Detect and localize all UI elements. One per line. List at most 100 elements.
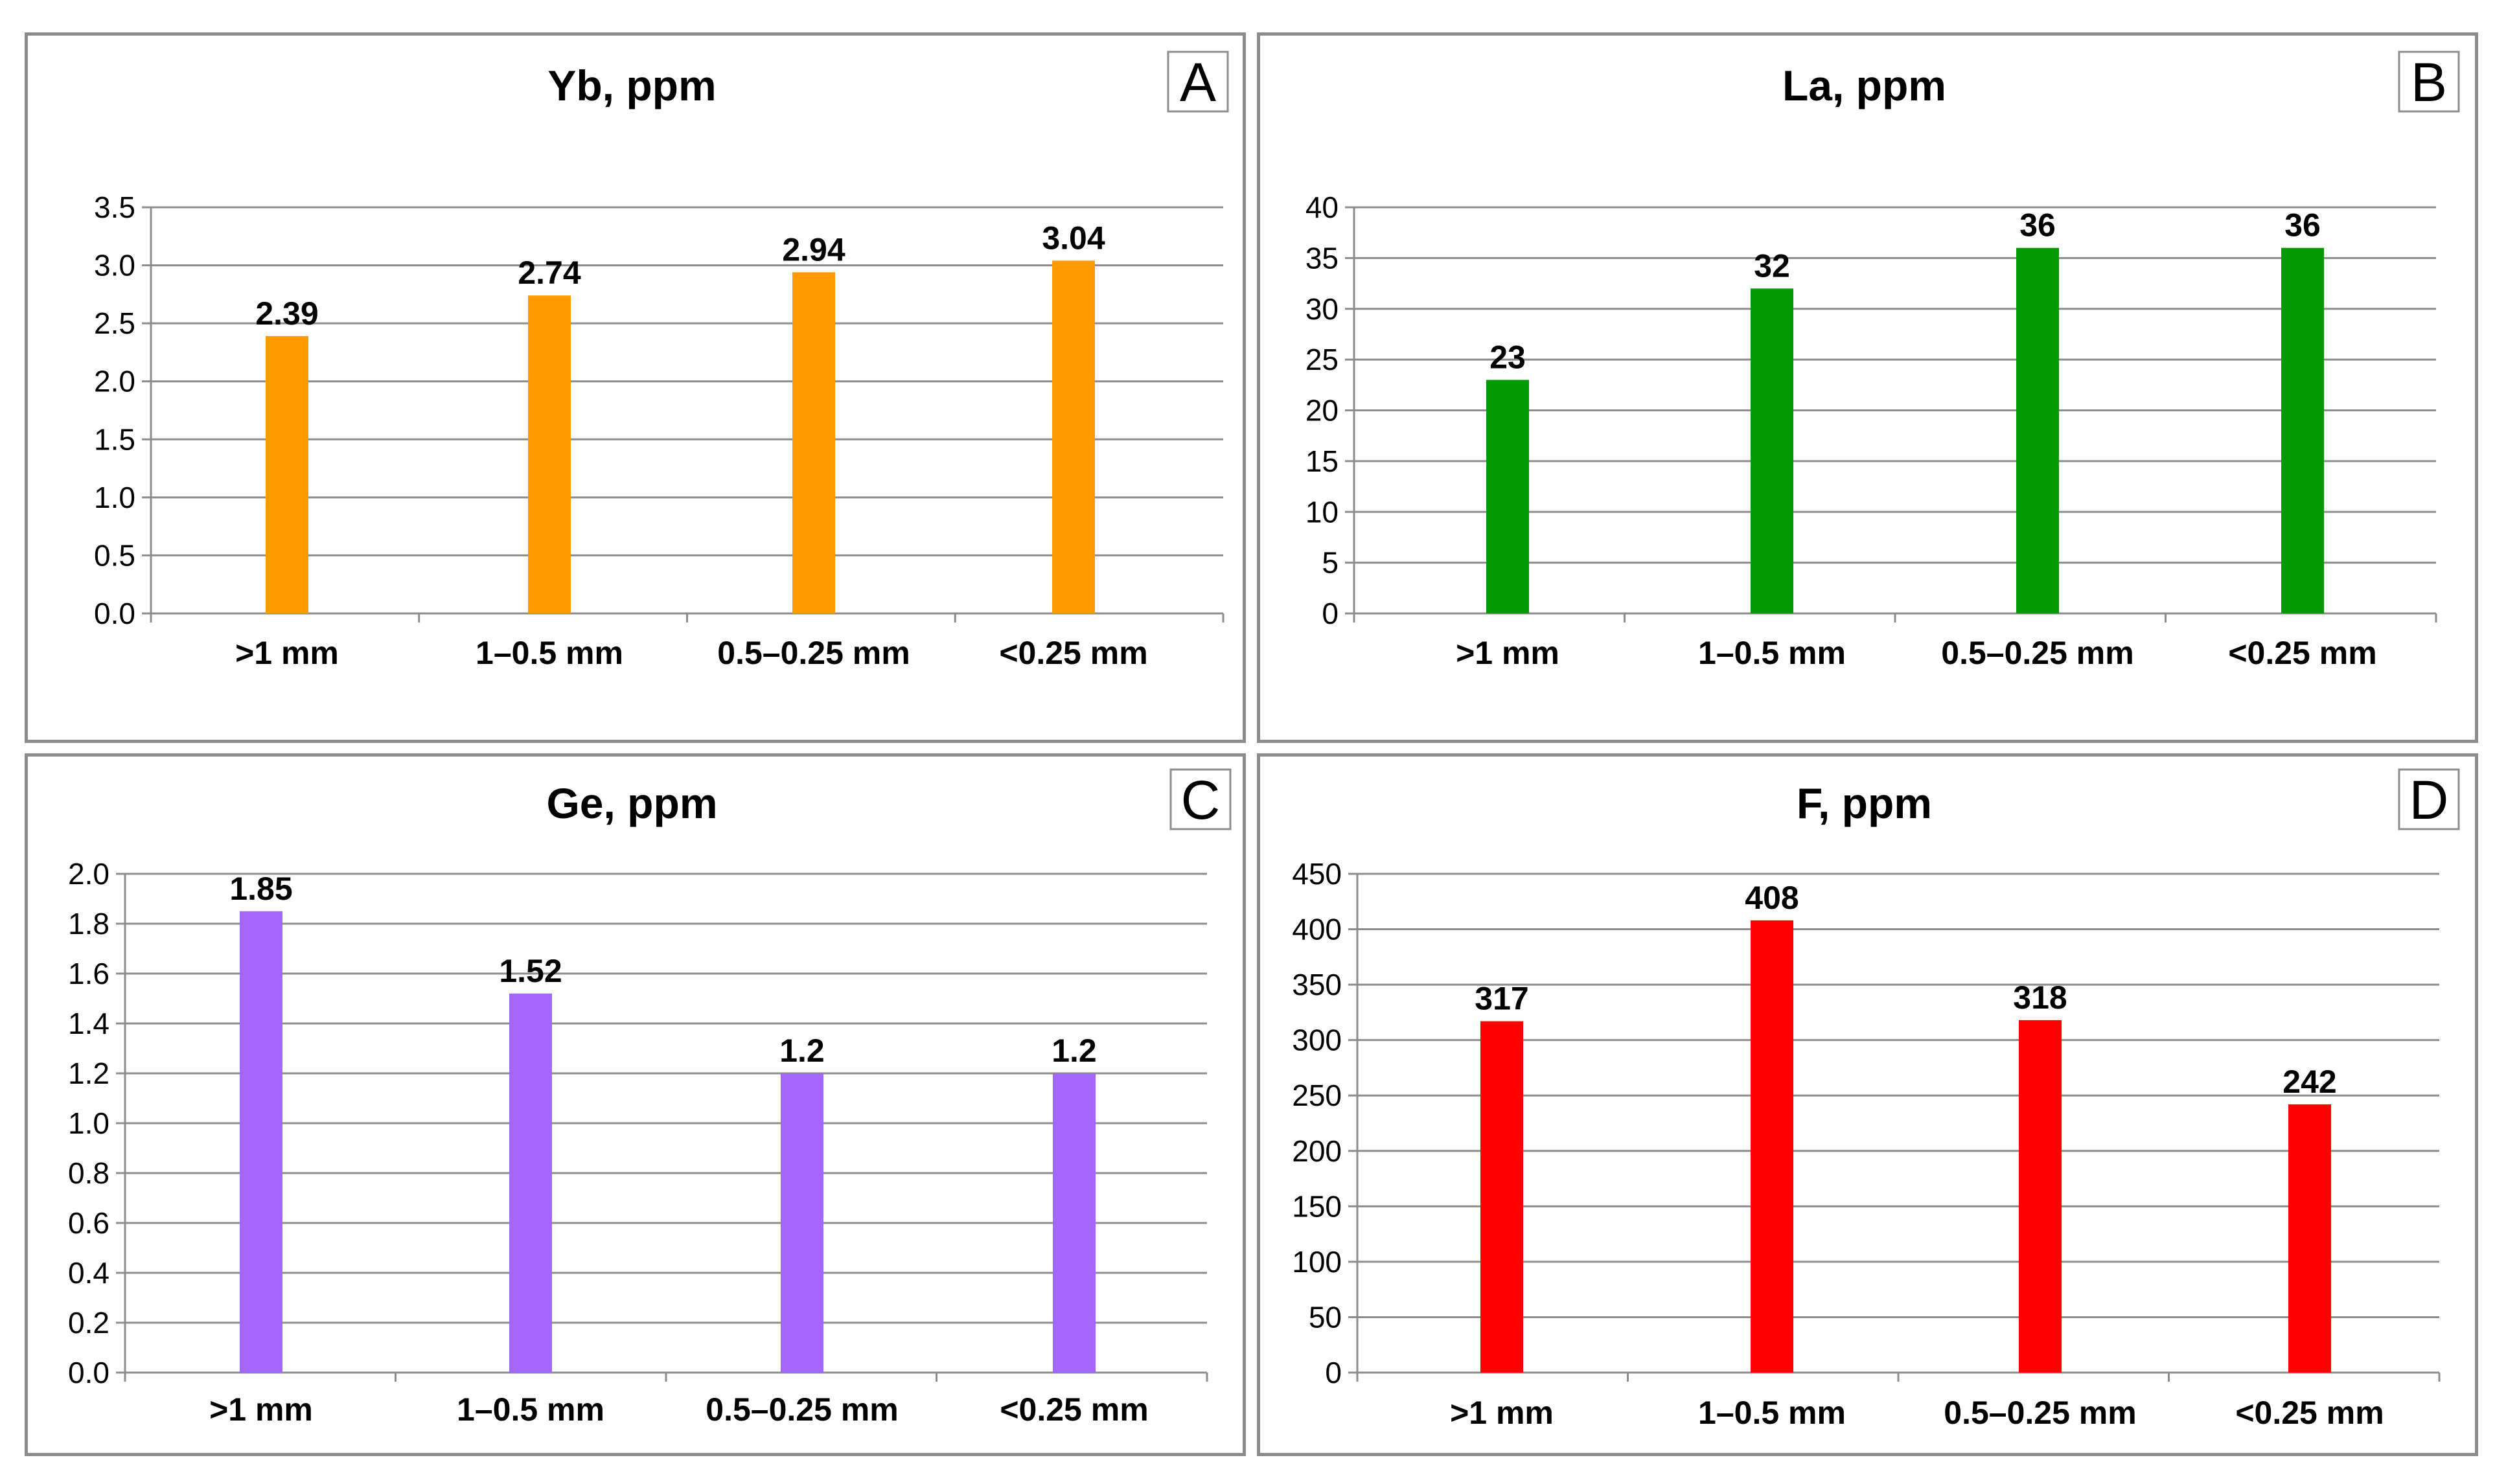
- y-tick-label: 150: [1292, 1189, 1342, 1223]
- x-tick-label: >1 mm: [209, 1391, 313, 1428]
- y-tick-label: 0.4: [68, 1256, 109, 1290]
- y-tick-label: 1.8: [68, 907, 109, 941]
- y-tick-label: 100: [1292, 1245, 1342, 1279]
- bar: [528, 295, 571, 613]
- x-tick-label: >1 mm: [1456, 635, 1559, 671]
- y-tick-label: 300: [1292, 1023, 1342, 1057]
- x-tick-label: <0.25 mm: [999, 635, 1147, 671]
- data-label: 2.94: [782, 231, 845, 268]
- y-tick-label: 2.0: [94, 365, 135, 398]
- chart-panel-c: Ge, ppm C 0.0 0.2 0.4 0.6 0.8 1.0 1.2 1.4 1.6 1.8 2.…: [25, 753, 1246, 1456]
- y-tick-label: 20: [1305, 394, 1339, 428]
- panel-letter-c: C: [1181, 770, 1221, 830]
- y-tick-label: 2.5: [94, 306, 135, 340]
- y-tick-label: 0.2: [68, 1306, 109, 1340]
- y-tick-label: 5: [1322, 546, 1339, 580]
- y-tick-label: 30: [1305, 292, 1339, 326]
- panel-letter-box-b: [2398, 51, 2460, 113]
- y-tick-label: 450: [1292, 857, 1342, 891]
- bar: [2019, 1020, 2062, 1373]
- panel-letter-b: B: [2411, 52, 2447, 113]
- data-label: 3.04: [1042, 220, 1105, 256]
- bar: [2016, 247, 2059, 613]
- chart-svg-d: F, ppm D 0 50 100 150 200 250 300 350 400 450 317 >1 …: [1292, 768, 2460, 1431]
- y-tick-label: 3.5: [94, 190, 135, 224]
- bar: [1480, 1021, 1523, 1373]
- bar: [1053, 1073, 1096, 1373]
- y-tick-label: 25: [1305, 343, 1339, 376]
- bar: [1751, 288, 1793, 613]
- panel-letter-box-a: [1167, 51, 1229, 113]
- x-tick-label: 0.5–0.25 mm: [706, 1391, 898, 1428]
- chart-svg-c: Ge, ppm C 0.0 0.2 0.4 0.6 0.8 1.0 1.2 1.4 1.6 1.8 2.…: [68, 768, 1232, 1428]
- chart-title-b: La, ppm: [1782, 62, 1946, 109]
- bar: [1052, 260, 1095, 613]
- bar: [2288, 1104, 2331, 1373]
- data-label: 408: [1745, 880, 1799, 916]
- data-label: 1.2: [1052, 1033, 1097, 1069]
- bar: [1486, 380, 1529, 613]
- y-tick-label: 10: [1305, 495, 1339, 529]
- y-tick-label: 0: [1322, 597, 1339, 630]
- bar: [2281, 247, 2324, 613]
- y-tick-label: 0.6: [68, 1206, 109, 1240]
- y-tick-label: 1.0: [68, 1106, 109, 1140]
- x-tick-label: >1 mm: [235, 635, 339, 671]
- chart-panel-a: Yb, ppm A 0.0 0.5 1.0 1.5 2.0 2.5 3.0 3.5 2.39 >1 m…: [25, 32, 1246, 743]
- bar: [509, 993, 552, 1373]
- y-tick-label: 35: [1305, 241, 1339, 275]
- y-tick-label: 0.8: [68, 1156, 109, 1190]
- y-tick-label: 15: [1305, 444, 1339, 478]
- bar: [266, 336, 308, 613]
- x-tick-label: <0.25 mm: [2228, 635, 2376, 671]
- y-tick-label: 1.2: [68, 1056, 109, 1090]
- bar: [240, 911, 282, 1373]
- y-tick-label: 1.0: [94, 481, 135, 514]
- data-label: 242: [2282, 1064, 2336, 1100]
- chart-title-d: F, ppm: [1797, 779, 1932, 827]
- y-tick-label: 400: [1292, 913, 1342, 946]
- bar: [1751, 920, 1793, 1373]
- x-tick-label: 1–0.5 mm: [1698, 1395, 1846, 1431]
- y-tick-label: 250: [1292, 1079, 1342, 1112]
- y-tick-label: 1.5: [94, 422, 135, 456]
- chart-panel-b: La, ppm B 0 5 10 15 20 25 30 35 40 23 >1 mm 32 1–0.5 m…: [1257, 32, 2478, 743]
- x-tick-label: <0.25 mm: [2235, 1395, 2384, 1431]
- y-tick-label: 200: [1292, 1134, 1342, 1168]
- data-label: 32: [1754, 247, 1790, 284]
- y-tick-label: 0.5: [94, 538, 135, 572]
- y-tick-label: 0.0: [94, 597, 135, 630]
- data-label: 23: [1489, 339, 1526, 375]
- data-label: 2.39: [255, 295, 318, 332]
- panel-letter-a: A: [1180, 52, 1216, 113]
- data-label: 317: [1475, 981, 1528, 1017]
- x-tick-label: >1 mm: [1450, 1395, 1554, 1431]
- chart-title-c: Ge, ppm: [546, 779, 717, 827]
- panel-letter-d: D: [2409, 770, 2449, 830]
- y-tick-label: 0: [1325, 1356, 1342, 1389]
- y-tick-label: 1.4: [68, 1007, 109, 1040]
- y-tick-label: 50: [1309, 1300, 1342, 1334]
- data-label: 2.74: [518, 255, 581, 291]
- panel-letter-box-d: [2398, 768, 2460, 830]
- data-label: 318: [2013, 979, 2067, 1016]
- data-label: 1.85: [229, 871, 292, 907]
- chart-svg-a: Yb, ppm A 0.0 0.5 1.0 1.5 2.0 2.5 3.0 3.5 2.39 >1 m…: [94, 51, 1229, 671]
- y-tick-label: 1.6: [68, 957, 109, 990]
- data-label: 1.2: [779, 1033, 825, 1069]
- x-tick-label: 0.5–0.25 mm: [1941, 635, 2133, 671]
- y-tick-label: 40: [1305, 190, 1339, 224]
- chart-title-a: Yb, ppm: [547, 62, 716, 109]
- x-tick-label: 1–0.5 mm: [476, 635, 623, 671]
- x-tick-label: 1–0.5 mm: [1698, 635, 1846, 671]
- data-label: 1.52: [499, 953, 562, 989]
- x-tick-label: 0.5–0.25 mm: [1944, 1395, 2136, 1431]
- x-tick-label: 1–0.5 mm: [457, 1391, 604, 1428]
- x-tick-label: <0.25 mm: [1000, 1391, 1148, 1428]
- data-label: 36: [2019, 207, 2056, 244]
- chart-panel-d: F, ppm D 0 50 100 150 200 250 300 350 400 450 317 >1 …: [1257, 753, 2478, 1456]
- y-tick-label: 350: [1292, 968, 1342, 1001]
- y-tick-label: 0.0: [68, 1356, 109, 1389]
- y-tick-label: 2.0: [68, 857, 109, 891]
- x-tick-label: 0.5–0.25 mm: [717, 635, 910, 671]
